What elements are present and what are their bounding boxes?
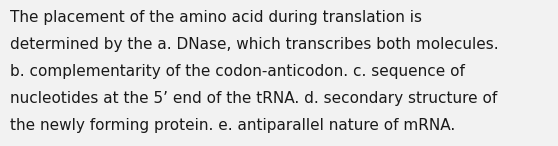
Text: determined by the a. DNase, which transcribes both molecules.: determined by the a. DNase, which transc… (10, 37, 499, 52)
Text: b. complementarity of the codon-anticodon. c. sequence of: b. complementarity of the codon-anticodo… (10, 64, 465, 79)
Text: nucleotides at the 5’ end of the tRNA. d. secondary structure of: nucleotides at the 5’ end of the tRNA. d… (10, 91, 497, 106)
Text: the newly forming protein. e. antiparallel nature of mRNA.: the newly forming protein. e. antiparall… (10, 118, 455, 133)
Text: The placement of the amino acid during translation is: The placement of the amino acid during t… (10, 10, 422, 25)
